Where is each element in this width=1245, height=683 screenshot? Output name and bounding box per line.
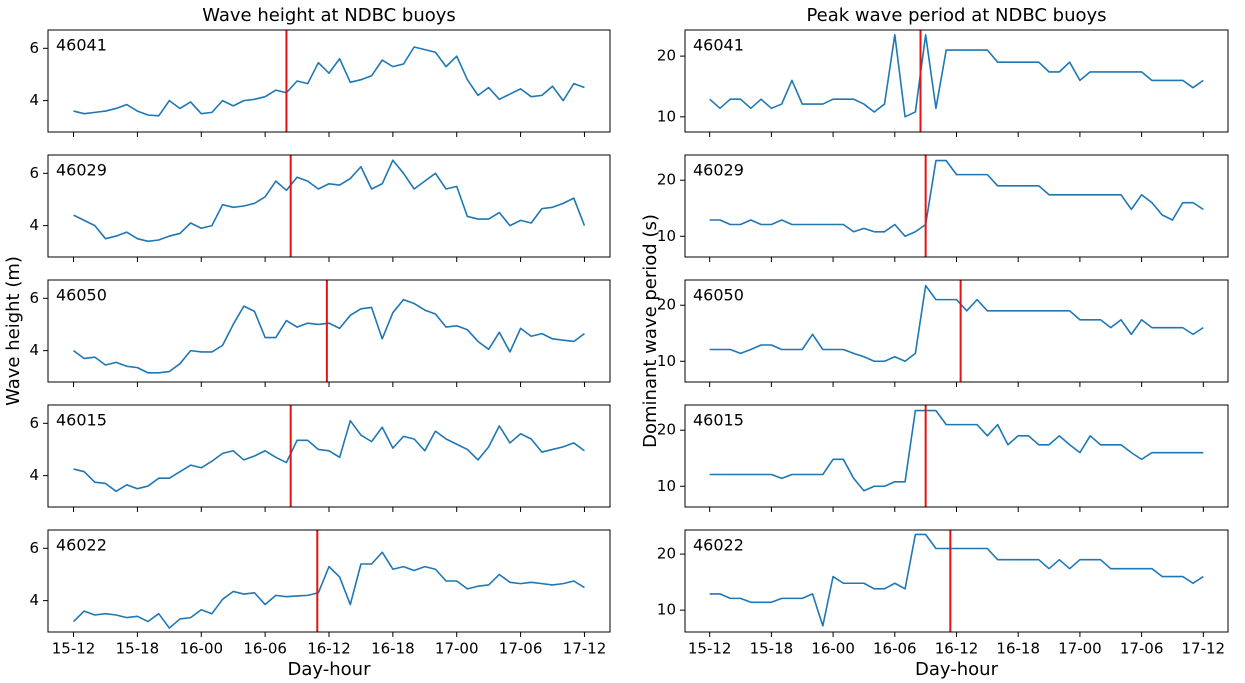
axes-frame (684, 29, 1229, 133)
y-tick-label: 4 (29, 466, 39, 484)
panel-title: Wave height at NDBC buoys (202, 5, 456, 26)
x-tick-label: 17-12 (1182, 640, 1226, 658)
y-tick-label: 20 (657, 421, 676, 439)
x-tick-label: 16-12 (935, 640, 979, 658)
x-tick-label: 16-18 (996, 640, 1040, 658)
data-line (73, 419, 585, 493)
y-tick-label: 20 (657, 47, 676, 65)
y-tick-label: 4 (29, 91, 39, 109)
buoy-label: 46050 (693, 286, 744, 305)
y-axis-label: Wave height (m) (3, 256, 24, 406)
buoy-label: 46041 (693, 36, 744, 55)
x-tick-label: 15-18 (750, 640, 794, 658)
y-tick-label: 20 (657, 171, 676, 189)
buoy-label: 46041 (56, 36, 107, 55)
y-tick-label: 10 (657, 227, 676, 245)
y-tick-label: 6 (29, 164, 39, 182)
data-line (709, 533, 1204, 627)
axes-frame (684, 154, 1229, 258)
y-tick-label: 6 (29, 539, 39, 557)
y-tick-label: 4 (29, 341, 39, 359)
y-tick-label: 20 (657, 545, 676, 563)
axes-frame (47, 404, 611, 508)
axes-frame (684, 279, 1229, 383)
y-tick-label: 4 (29, 216, 39, 234)
y-tick-label: 10 (657, 352, 676, 370)
data-line (709, 409, 1204, 492)
y-axis-label: Dominant wave period (s) (640, 214, 661, 448)
axes-frame (684, 404, 1229, 508)
x-tick-label: 17-06 (499, 640, 543, 658)
x-tick-label: 16-00 (811, 640, 855, 658)
x-tick-label: 16-06 (243, 640, 287, 658)
x-tick-label: 17-00 (435, 640, 479, 658)
x-tick-label: 16-12 (307, 640, 351, 658)
x-tick-label: 15-12 (688, 640, 732, 658)
y-tick-label: 10 (657, 477, 676, 495)
buoy-label: 46029 (693, 161, 744, 180)
y-tick-label: 6 (29, 414, 39, 432)
y-tick-label: 6 (29, 289, 39, 307)
y-tick-label: 10 (657, 601, 676, 619)
axes-frame (47, 29, 611, 133)
x-tick-label: 15-12 (52, 640, 96, 658)
axes-frame (47, 279, 611, 383)
x-tick-label: 15-18 (116, 640, 160, 658)
x-tick-label: 17-00 (1058, 640, 1102, 658)
x-axis-label: Day-hour (915, 659, 999, 680)
x-tick-label: 17-12 (563, 640, 607, 658)
x-tick-label: 16-18 (371, 640, 415, 658)
data-line (709, 284, 1204, 363)
x-tick-label: 16-00 (179, 640, 223, 658)
axes-frame (684, 529, 1229, 633)
buoy-label: 46050 (56, 286, 107, 305)
y-tick-label: 4 (29, 591, 39, 609)
data-line (73, 159, 586, 243)
buoy-label: 46022 (693, 536, 744, 555)
data-line (73, 298, 585, 374)
data-line (73, 46, 585, 117)
axes-frame (47, 154, 611, 258)
x-tick-label: 16-06 (873, 640, 917, 658)
buoy-label: 46029 (56, 161, 107, 180)
panel-title: Peak wave period at NDBC buoys (806, 5, 1106, 26)
data-line (709, 159, 1204, 238)
y-tick-label: 6 (29, 39, 39, 57)
x-axis-label: Day-hour (288, 659, 372, 680)
y-tick-label: 20 (657, 296, 676, 314)
data-line (709, 34, 1204, 118)
axes-frame (47, 529, 611, 633)
y-tick-label: 10 (657, 107, 676, 125)
x-tick-label: 17-06 (1120, 640, 1164, 658)
buoy-label: 46015 (56, 411, 107, 430)
buoy-label: 46022 (56, 536, 107, 555)
data-line (72, 551, 585, 629)
buoy-label: 46015 (693, 411, 744, 430)
